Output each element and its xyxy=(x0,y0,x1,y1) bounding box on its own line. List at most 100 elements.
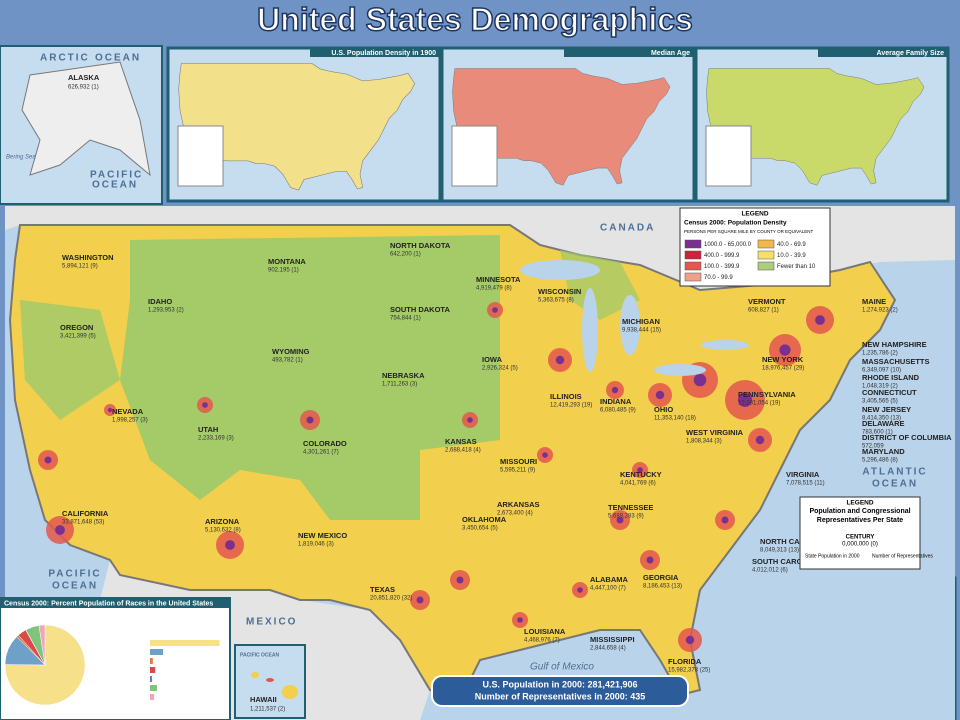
state-population: 572,059 xyxy=(862,444,884,450)
legend-note: Number of Representatives xyxy=(872,553,933,559)
state-name: MINNESOTA xyxy=(476,275,521,284)
density-core xyxy=(306,416,314,424)
state-name: OHIO xyxy=(654,405,673,414)
inset-title: Census 2000: Percent Population of Races… xyxy=(4,600,213,607)
state-name: WASHINGTON xyxy=(62,253,114,262)
state-population: 3,450,654 (5) xyxy=(462,526,498,532)
state-name: TEXAS xyxy=(370,585,395,594)
density-core xyxy=(637,467,643,473)
state-population: 4,041,769 (6) xyxy=(620,481,656,487)
state-name: CONNECTICUT xyxy=(862,388,917,397)
density-core xyxy=(202,402,208,408)
state-name: KENTUCKY xyxy=(620,470,662,479)
state-name: MICHIGAN xyxy=(622,317,660,326)
density-core xyxy=(416,596,424,604)
state-population: 7,078,515 (11) xyxy=(786,481,825,487)
races-inset: Census 2000: Percent Population of Races… xyxy=(0,597,231,720)
state-population: 2,926,324 (5) xyxy=(482,366,518,372)
state-name: IDAHO xyxy=(148,297,172,306)
water-label: OCEAN xyxy=(92,180,138,191)
density-core xyxy=(815,315,825,325)
legend-heading: Population and Congressional Representat… xyxy=(809,508,911,524)
alaska-inset: ARCTIC OCEAN Bering Sea PACIFIC OCEAN AL… xyxy=(0,45,163,205)
state-population: 5,595,211 (9) xyxy=(500,468,535,474)
race-bar xyxy=(150,667,156,673)
state-population: 4,301,261 (7) xyxy=(303,450,339,456)
water-label: Gulf of Mexico xyxy=(530,662,594,673)
density-core xyxy=(542,452,548,458)
state-name: DISTRICT OF COLUMBIA xyxy=(862,433,952,442)
state-population: 783,600 (1) xyxy=(862,430,893,436)
water-label: OCEAN xyxy=(95,53,141,64)
legend-label: 70.0 - 99.9 xyxy=(704,275,733,281)
state-population: 1,274,923 (2) xyxy=(862,308,898,314)
water-label: PACIFIC OCEAN xyxy=(240,652,279,658)
country-label: MEXICO xyxy=(246,617,297,628)
race-bar xyxy=(150,676,153,682)
inset-legend xyxy=(451,125,498,187)
legend-label: 1000.0 - 65,000.0 xyxy=(704,242,752,248)
state-population: 20,851,820 (32) xyxy=(370,596,412,602)
state-name: FLORIDA xyxy=(668,657,702,666)
state-name: KANSAS xyxy=(445,437,477,446)
state-name: PENNSYLVANIA xyxy=(738,390,796,399)
state-name: MAINE xyxy=(862,297,886,306)
state-population: 8,049,313 (13) xyxy=(760,548,799,554)
state-name: MISSOURI xyxy=(500,457,537,466)
density-core xyxy=(492,307,498,313)
density-core xyxy=(755,435,765,445)
legend-swatch xyxy=(684,250,702,260)
state-name: INDIANA xyxy=(600,397,632,406)
state-name: NEW MEXICO xyxy=(298,531,347,540)
state-name: NEW YORK xyxy=(762,355,804,364)
state-population: 18,976,457 (29) xyxy=(762,366,804,372)
density-core xyxy=(55,525,65,535)
density-core xyxy=(655,390,665,400)
state-population: 5,363,675 (8) xyxy=(538,298,574,304)
state-population: 1,293,953 (2) xyxy=(148,308,184,314)
state-population: 2,844,658 (4) xyxy=(590,646,626,652)
state-name: LOUISIANA xyxy=(524,627,566,636)
race-bar xyxy=(150,694,155,700)
legend-swatch xyxy=(684,272,702,282)
legend-heading: Census 2000: Population Density xyxy=(684,220,787,227)
totals-box: U.S. Population in 2000: 281,421,906 Num… xyxy=(431,675,689,707)
state-population: 1,211,537 (2) xyxy=(250,707,285,713)
legend-swatch xyxy=(757,250,775,260)
state-population: 493,782 (1) xyxy=(272,358,303,364)
state-name: SOUTH DAKOTA xyxy=(390,305,450,314)
state-population: 11,353,140 (18) xyxy=(654,416,696,422)
legend-example-name: CENTURY xyxy=(846,535,875,541)
state-population: 5,894,121 (9) xyxy=(62,264,98,270)
state-name: MARYLAND xyxy=(862,447,905,456)
state-name: UTAH xyxy=(198,425,218,434)
state-name: ALASKA xyxy=(68,73,100,82)
hawaii-inset: PACIFIC OCEAN HAWAII 1,211,537 (2) xyxy=(234,644,306,719)
legend-label: 10.0 - 39.9 xyxy=(777,253,806,259)
density-core xyxy=(693,373,707,387)
state-population: 12,419,293 (19) xyxy=(550,403,592,409)
state-population: 5,689,283 (9) xyxy=(608,514,644,520)
state-name: RHODE ISLAND xyxy=(862,373,920,382)
state-name: ALABAMA xyxy=(590,575,628,584)
density-legend: LEGEND Census 2000: Population Density P… xyxy=(679,207,831,287)
state-population: 4,012,012 (6) xyxy=(752,568,788,574)
state-name: ARIZONA xyxy=(205,517,240,526)
density-core xyxy=(779,344,791,356)
water-label: PACIFIC xyxy=(48,569,101,580)
state-population: 5,130,632 (8) xyxy=(205,528,241,534)
state-name: GEORGIA xyxy=(643,573,679,582)
state-name: DELAWARE xyxy=(862,419,905,428)
state-name: NORTH CAROLINA xyxy=(760,537,829,546)
country-label: CANADA xyxy=(600,223,655,234)
legend-label: Fewer than 10 xyxy=(777,264,816,270)
state-population: 608,827 (1) xyxy=(748,308,779,314)
water-label: ARCTIC xyxy=(40,53,90,64)
race-bar xyxy=(150,658,153,664)
state-population: 626,932 (1) xyxy=(68,85,99,91)
state-name: NEBRASKA xyxy=(382,371,425,380)
density-core xyxy=(685,635,695,645)
density-core xyxy=(611,386,619,394)
total-population: U.S. Population in 2000: 281,421,906 xyxy=(482,679,637,689)
